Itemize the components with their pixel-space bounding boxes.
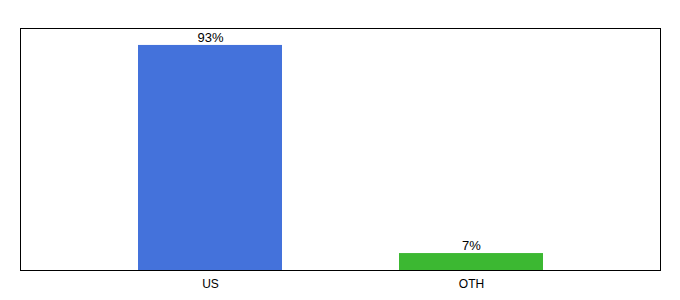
svg-text:US: US — [202, 277, 219, 291]
svg-text:7%: 7% — [462, 238, 481, 253]
svg-text:OTH: OTH — [459, 277, 484, 291]
svg-text:93%: 93% — [197, 30, 223, 45]
